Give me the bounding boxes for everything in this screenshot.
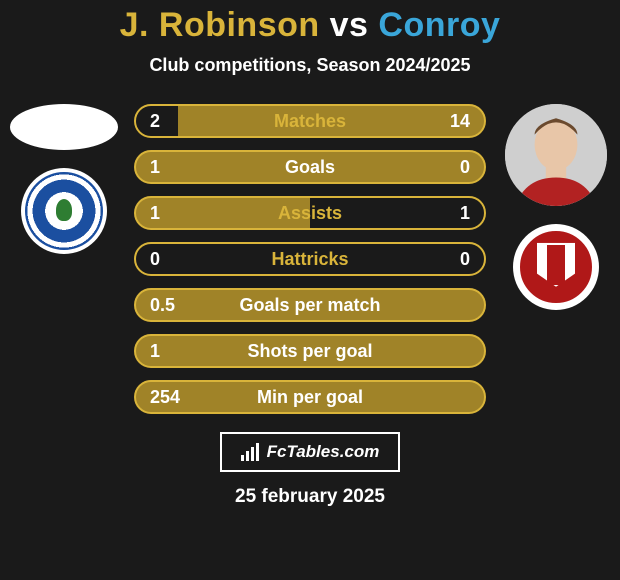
- stat-row: 0.5Goals per match: [134, 288, 486, 322]
- stat-value-left: 0: [150, 249, 204, 270]
- stat-label: Shots per goal: [204, 341, 416, 362]
- vs-label: vs: [330, 6, 369, 44]
- stat-value-left: 1: [150, 341, 204, 362]
- stats-table: 2Matches141Goals01Assists10Hattricks00.5…: [134, 104, 486, 414]
- stat-label: Hattricks: [204, 249, 416, 270]
- stat-label: Min per goal: [204, 387, 416, 408]
- left-column: [4, 104, 124, 254]
- brand-label: FcTables.com: [267, 442, 380, 462]
- stat-label: Matches: [204, 111, 416, 132]
- stat-row: 0Hattricks0: [134, 242, 486, 276]
- stat-value-left: 1: [150, 203, 204, 224]
- footer: FcTables.com 25 february 2025: [220, 432, 400, 508]
- player1-club-badge: [21, 168, 107, 254]
- player2-club-badge: [513, 224, 599, 310]
- stat-row: 2Matches14: [134, 104, 486, 138]
- stat-value-right: 14: [416, 111, 470, 132]
- player1-avatar: [10, 104, 118, 150]
- player2-avatar: [505, 104, 607, 206]
- stat-row: 1Shots per goal: [134, 334, 486, 368]
- wigan-badge-icon: [25, 172, 103, 250]
- stat-label: Goals: [204, 157, 416, 178]
- stat-value-right: 1: [416, 203, 470, 224]
- stat-value-left: 254: [150, 387, 204, 408]
- brand-link[interactable]: FcTables.com: [220, 432, 400, 472]
- stat-row: 1Goals0: [134, 150, 486, 184]
- subtitle: Club competitions, Season 2024/2025: [149, 55, 470, 76]
- player1-name: J. Robinson: [120, 6, 320, 44]
- stat-label: Assists: [204, 203, 416, 224]
- stat-value-left: 0.5: [150, 295, 204, 316]
- avatar-icon: [505, 104, 607, 206]
- comparison-card: J. Robinson vs Conroy Club competitions,…: [0, 0, 620, 580]
- right-column: [496, 104, 616, 310]
- stat-row: 1Assists1: [134, 196, 486, 230]
- stat-value-left: 2: [150, 111, 204, 132]
- stat-value-right: 0: [416, 157, 470, 178]
- player2-name: Conroy: [378, 6, 500, 44]
- date-label: 25 february 2025: [235, 486, 385, 508]
- stat-value-left: 1: [150, 157, 204, 178]
- crawley-badge-icon: [517, 228, 595, 306]
- bar-chart-icon: [241, 443, 261, 461]
- page-title: J. Robinson vs Conroy: [120, 6, 501, 45]
- stat-label: Goals per match: [204, 295, 416, 316]
- stat-row: 254Min per goal: [134, 380, 486, 414]
- stat-value-right: 0: [416, 249, 470, 270]
- main-content: 2Matches141Goals01Assists10Hattricks00.5…: [0, 104, 620, 414]
